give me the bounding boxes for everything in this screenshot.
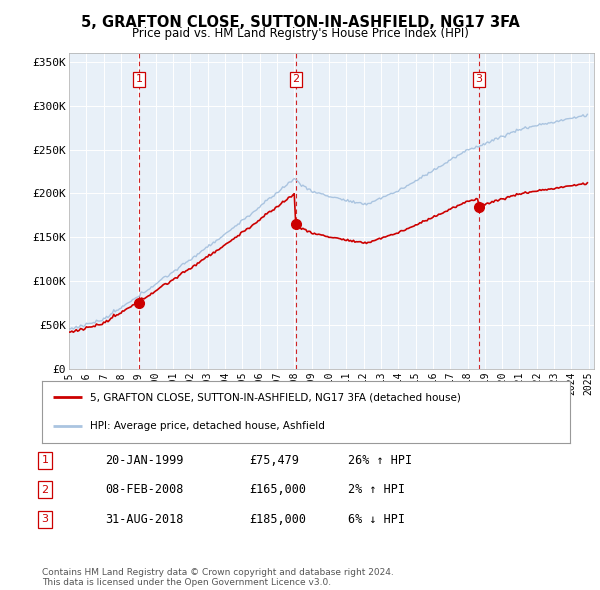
Text: 1: 1 <box>41 455 49 465</box>
Text: 2: 2 <box>41 485 49 494</box>
Text: 1: 1 <box>136 74 143 84</box>
Text: 6% ↓ HPI: 6% ↓ HPI <box>348 513 405 526</box>
Text: 2: 2 <box>292 74 299 84</box>
Text: 3: 3 <box>41 514 49 524</box>
Text: Price paid vs. HM Land Registry's House Price Index (HPI): Price paid vs. HM Land Registry's House … <box>131 27 469 40</box>
Text: 3: 3 <box>476 74 482 84</box>
Text: 5, GRAFTON CLOSE, SUTTON-IN-ASHFIELD, NG17 3FA: 5, GRAFTON CLOSE, SUTTON-IN-ASHFIELD, NG… <box>80 15 520 30</box>
Text: £75,479: £75,479 <box>249 454 299 467</box>
Text: HPI: Average price, detached house, Ashfield: HPI: Average price, detached house, Ashf… <box>89 421 325 431</box>
Text: 31-AUG-2018: 31-AUG-2018 <box>105 513 184 526</box>
Text: £165,000: £165,000 <box>249 483 306 496</box>
Text: 5, GRAFTON CLOSE, SUTTON-IN-ASHFIELD, NG17 3FA (detached house): 5, GRAFTON CLOSE, SUTTON-IN-ASHFIELD, NG… <box>89 392 460 402</box>
Text: £185,000: £185,000 <box>249 513 306 526</box>
Text: 20-JAN-1999: 20-JAN-1999 <box>105 454 184 467</box>
Text: 08-FEB-2008: 08-FEB-2008 <box>105 483 184 496</box>
Text: Contains HM Land Registry data © Crown copyright and database right 2024.
This d: Contains HM Land Registry data © Crown c… <box>42 568 394 587</box>
Text: 2% ↑ HPI: 2% ↑ HPI <box>348 483 405 496</box>
Text: 26% ↑ HPI: 26% ↑ HPI <box>348 454 412 467</box>
